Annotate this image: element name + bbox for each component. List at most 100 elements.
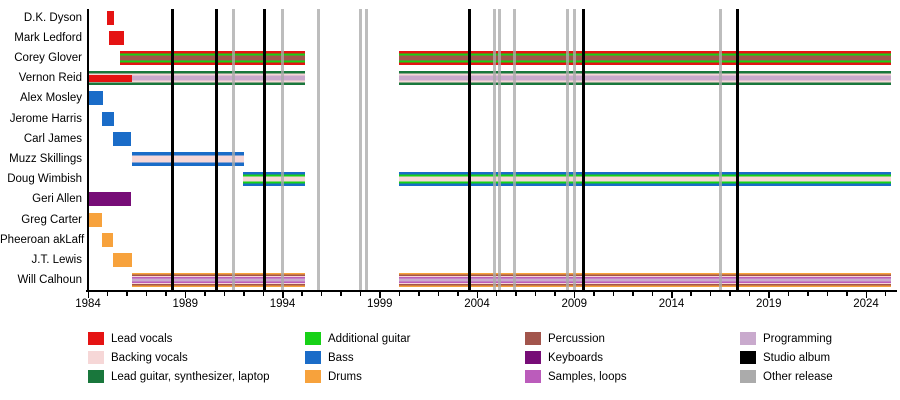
additional-guitar-swatch: [305, 332, 321, 345]
axis-tick-label: 2014: [658, 298, 685, 310]
timeline-bar-segment: [101, 111, 115, 126]
axis-minor-tick: [223, 292, 226, 296]
timeline-bar-segment: [88, 71, 305, 86]
member-label: Doug Wimbish: [7, 173, 82, 186]
studio-album-line: [263, 9, 267, 290]
member-label: Corey Glover: [14, 51, 82, 64]
studio-album-line: [736, 9, 740, 290]
timeline-bar-segment: [113, 252, 132, 267]
timeline-bar-segment: [399, 71, 892, 86]
axis-tick-label: 2009: [561, 298, 588, 310]
axis-minor-tick: [554, 292, 556, 296]
legend-item: Keyboards: [525, 351, 603, 364]
timeline-bar-segment: [113, 131, 131, 146]
axis-tick-label: 1999: [366, 298, 393, 310]
lead-vocals-swatch: [88, 332, 104, 345]
axis-major-tick: [768, 292, 770, 298]
bass-swatch: [305, 351, 321, 364]
axis-minor-tick: [145, 292, 148, 296]
legend-item: Additional guitar: [305, 332, 410, 345]
percussion-swatch: [525, 332, 541, 345]
legend-item: Samples, loops: [525, 370, 627, 383]
samples-loops-swatch: [525, 370, 541, 383]
legend-label: Programming: [763, 332, 833, 345]
axis-major-tick: [379, 292, 381, 298]
timeline-bar-segment: [109, 30, 124, 45]
studio-album-swatch: [740, 351, 756, 364]
other-release-line: [281, 9, 284, 290]
axis-minor-tick: [748, 292, 751, 296]
axis-minor-tick: [359, 292, 362, 296]
drums-swatch: [305, 370, 321, 383]
y-axis-line: [87, 9, 89, 290]
legend-item: Drums: [305, 370, 362, 383]
programming-swatch: [740, 332, 756, 345]
studio-album-line: [582, 9, 586, 290]
timeline-bar-segment: [399, 172, 892, 187]
member-label: Greg Carter: [21, 213, 82, 226]
member-label: Alex Mosley: [20, 92, 82, 105]
axis-minor-tick: [437, 292, 440, 296]
axis-tick-label: 2019: [755, 298, 782, 310]
axis-minor-tick: [106, 292, 109, 296]
other-release-line: [572, 9, 576, 290]
legend-item: Studio album: [740, 351, 830, 364]
legend-item: Percussion: [525, 332, 605, 345]
legend-label: Samples, loops: [548, 370, 627, 383]
other-release-line: [565, 9, 569, 290]
member-label: Will Calhoun: [17, 274, 82, 287]
timeline-bar-segment: [107, 10, 115, 25]
axis-major-tick: [476, 292, 478, 298]
legend-label: Other release: [763, 370, 833, 383]
axis-minor-tick: [418, 292, 420, 296]
axis-minor-tick: [612, 292, 615, 296]
legend-label: Additional guitar: [328, 332, 411, 345]
member-label: Vernon Reid: [18, 72, 82, 85]
x-axis-line: [86, 290, 897, 292]
studio-album-line: [467, 9, 471, 290]
axis-tick-label: 2024: [853, 298, 879, 310]
legend-item: Lead guitar, synthesizer, laptop: [88, 370, 270, 383]
legend-label: Percussion: [548, 332, 605, 345]
axis-minor-tick: [534, 292, 537, 296]
member-label: Pheeroan akLaff: [0, 233, 85, 246]
timeline-bar-segment: [120, 50, 305, 65]
legend-item: Lead vocals: [88, 332, 172, 345]
other-release-line: [364, 9, 368, 290]
member-label: Jerome Harris: [9, 112, 82, 125]
member-label: D.K. Dyson: [23, 11, 82, 24]
timeline-bar-segment: [399, 273, 892, 288]
axis-minor-tick: [826, 292, 829, 296]
member-label: Carl James: [23, 132, 82, 145]
axis-minor-tick: [495, 292, 498, 296]
axis-minor-tick: [301, 292, 303, 296]
timeline-bar-overlay: [88, 74, 132, 82]
legend-label: Keyboards: [548, 351, 603, 364]
axis-minor-tick: [787, 292, 790, 296]
axis-minor-tick: [846, 292, 848, 296]
axis-tick-label: 1984: [75, 298, 101, 310]
other-release-line: [493, 9, 496, 290]
studio-album-line: [171, 9, 175, 290]
studio-album-line: [214, 9, 218, 290]
axis-major-tick: [184, 292, 187, 298]
backing-vocals-swatch: [88, 351, 104, 364]
axis-major-tick: [573, 292, 576, 298]
axis-minor-tick: [593, 292, 595, 296]
axis-minor-tick: [204, 292, 206, 296]
axis-minor-tick: [243, 292, 245, 296]
other-release-line: [358, 9, 362, 290]
other-release-line: [497, 9, 501, 290]
legend-label: Lead guitar, synthesizer, laptop: [111, 370, 270, 383]
axis-minor-tick: [884, 292, 887, 296]
member-label: Mark Ledford: [14, 31, 82, 44]
other-release-line: [513, 9, 517, 290]
member-label: J.T. Lewis: [31, 253, 83, 266]
axis-major-tick: [282, 292, 284, 298]
member-label: Muzz Skillings: [9, 152, 82, 165]
timeline-bar-segment: [131, 151, 244, 166]
timeline-bar-segment: [88, 192, 131, 207]
axis-minor-tick: [398, 292, 401, 296]
axis-minor-tick: [340, 292, 342, 296]
